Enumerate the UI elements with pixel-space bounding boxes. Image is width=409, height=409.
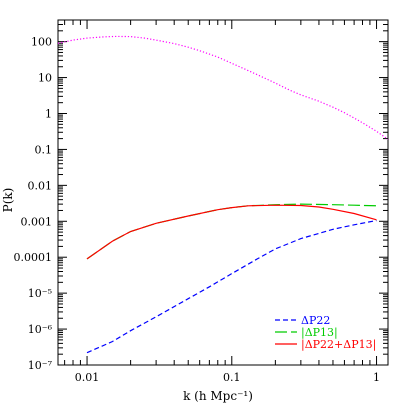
y-tick-label: 0.001 (21, 215, 53, 228)
legend: ΔP22|ΔP13||ΔP22+ΔP13| (275, 314, 376, 352)
y-axis-label: P(k) (1, 188, 15, 213)
y-tick-label: 10⁻⁵ (28, 287, 52, 300)
y-tick-label: 10⁻⁶ (28, 323, 53, 336)
y-tick-label: 1 (45, 107, 52, 120)
y-tick-label: 10 (38, 72, 52, 85)
x-tick-label: 1 (373, 371, 380, 384)
series-line-linear (58, 35, 388, 140)
legend-label-dp22: ΔP22 (301, 314, 330, 327)
y-tick-label: 100 (31, 36, 52, 49)
x-tick-label: 0.1 (223, 371, 241, 384)
legend-label-dp13: |ΔP13| (301, 326, 338, 340)
plot-area: 0.01 0.1 1 100 10 1 0.1 0.01 0.001 0.0001 10⁻⁵ 10⁻⁶… (14, 19, 389, 384)
y-tick-label: 0.0001 (14, 251, 53, 264)
x-axis-label: k (h Mpc⁻¹) (183, 389, 253, 403)
y-tick-label: 10⁻⁷ (28, 359, 53, 372)
y-tick-label: 0.01 (28, 179, 53, 192)
y-tick-label: 0.1 (35, 143, 53, 156)
x-tick-label: 0.01 (75, 371, 100, 384)
legend-label-sum: |ΔP22+ΔP13| (301, 338, 376, 352)
series-line-dp22 (86, 219, 377, 354)
plot-frame (57, 19, 389, 366)
series-line-sum (86, 204, 377, 260)
